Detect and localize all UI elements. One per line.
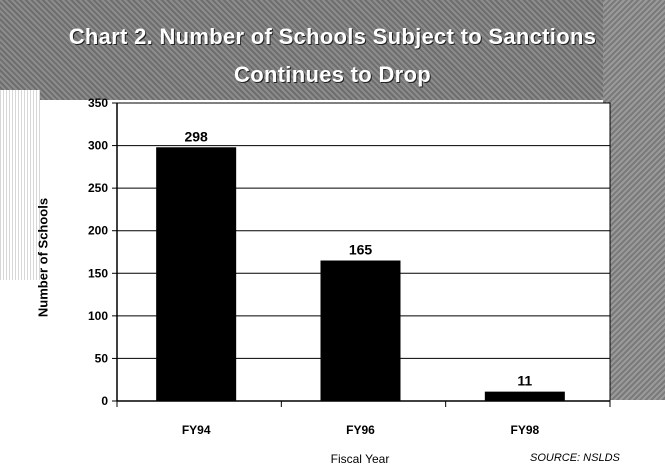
y-axis-label: Number of Schools bbox=[35, 197, 51, 318]
x-axis-label: Fiscal Year bbox=[330, 452, 390, 466]
bar-fy96 bbox=[320, 260, 401, 401]
bar-value-labels: 298 165 11 bbox=[184, 128, 532, 388]
x-tick-label: FY98 bbox=[510, 423, 539, 437]
bar-fy98 bbox=[484, 391, 565, 401]
x-tick-label: FY96 bbox=[346, 423, 375, 437]
chart-title-line-1: Chart 2. Number of Schools Subject to Sa… bbox=[68, 24, 597, 49]
bar-value-label: 298 bbox=[184, 128, 208, 144]
side-texture bbox=[603, 0, 665, 400]
source-note: SOURCE: NSLDS bbox=[530, 452, 620, 464]
bar-value-label: 11 bbox=[517, 373, 532, 389]
y-tick-label: 250 bbox=[88, 181, 108, 195]
y-tick-label: 100 bbox=[88, 309, 108, 323]
y-tick-label: 350 bbox=[88, 96, 108, 110]
y-tick-label: 50 bbox=[95, 351, 109, 365]
chart-title-line-2: Continues to Drop bbox=[234, 62, 431, 87]
left-texture bbox=[0, 90, 40, 280]
x-tick-label: FY94 bbox=[182, 423, 211, 437]
y-tick-label: 150 bbox=[88, 266, 108, 280]
bar-fy94 bbox=[156, 147, 237, 401]
header-texture bbox=[0, 0, 665, 100]
x-axis-ticks: FY94 FY96 FY98 bbox=[116, 401, 611, 437]
bars bbox=[156, 147, 565, 401]
y-tick-label: 300 bbox=[88, 139, 108, 153]
bar-value-label: 165 bbox=[349, 242, 373, 258]
y-tick-label: 200 bbox=[88, 224, 108, 238]
y-tick-label: 0 bbox=[101, 394, 108, 408]
y-axis-ticks: 0 50 100 150 200 250 300 350 bbox=[88, 96, 117, 408]
